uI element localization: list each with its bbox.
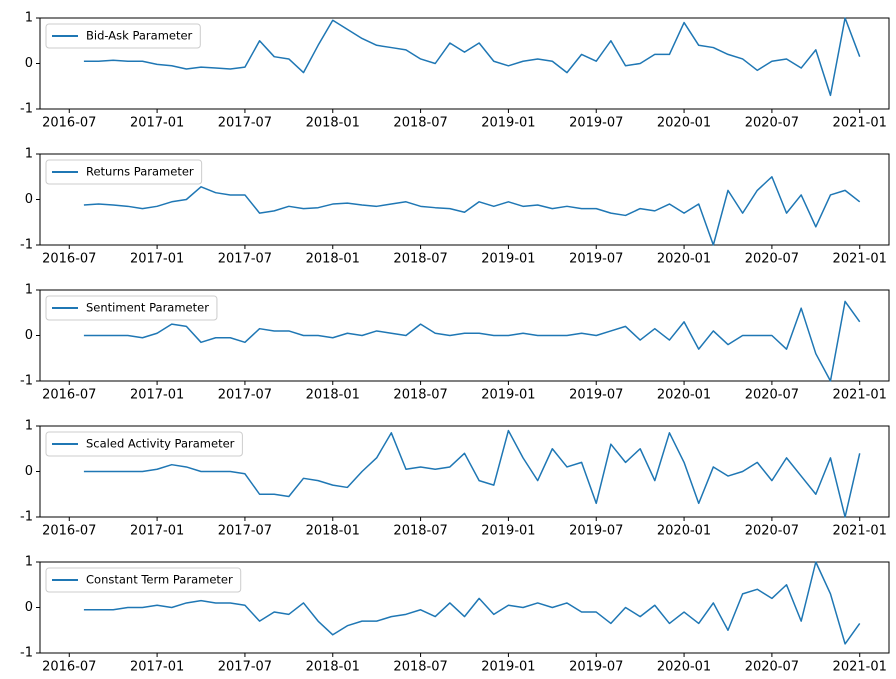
x-tick-label: 2021-01 (833, 660, 887, 675)
y-tick-label: 0 (25, 192, 33, 207)
legend-box (45, 431, 243, 457)
legend-box (45, 159, 203, 185)
x-tick-label: 2019-07 (569, 116, 623, 131)
x-tick-label: 2017-01 (130, 524, 184, 539)
subplot: -1 0 1 2016-07 2017-01 2017-07 2018-01 2018-07 2… (20, 283, 890, 403)
x-tick-label: 2018-01 (306, 524, 360, 539)
x-tick-label: 2018-01 (306, 388, 360, 403)
y-tick-label: 1 (25, 283, 33, 298)
x-tick-label: 2019-07 (569, 388, 623, 403)
data-line (83, 561, 861, 645)
x-tick-label: 2017-01 (130, 660, 184, 675)
legend-label: Returns Parameter (86, 165, 194, 179)
y-tick-label: -1 (20, 510, 33, 525)
data-line (83, 429, 861, 518)
x-tick-label: 2021-01 (833, 524, 887, 539)
x-tick-label: 2018-01 (306, 252, 360, 267)
x-tick-label: 2018-07 (393, 660, 447, 675)
y-tick-label: 1 (25, 419, 33, 434)
x-tick-label: 2017-07 (218, 252, 272, 267)
x-tick-label: 2019-01 (481, 660, 535, 675)
x-tick-label: 2017-07 (218, 388, 272, 403)
y-tick-label: 0 (25, 328, 33, 343)
legend-label: Sentiment Parameter (86, 301, 209, 315)
x-tick-label: 2017-01 (130, 116, 184, 131)
y-tick-label: -1 (20, 646, 33, 661)
x-tick-label: 2018-01 (306, 660, 360, 675)
x-tick-label: 2018-07 (393, 116, 447, 131)
x-tick-label: 2020-01 (657, 524, 711, 539)
legend-box (45, 567, 242, 593)
y-tick-label: 1 (25, 555, 33, 570)
x-tick-label: 2017-01 (130, 252, 184, 267)
legend-label: Scaled Activity Parameter (86, 437, 235, 451)
data-line (83, 176, 861, 246)
y-tick-label: 1 (25, 147, 33, 162)
x-tick-label: 2020-07 (745, 116, 799, 131)
y-tick-label: -1 (20, 238, 33, 253)
x-tick-label: 2018-07 (393, 252, 447, 267)
y-tick-label: -1 (20, 374, 33, 389)
x-tick-label: 2021-01 (833, 116, 887, 131)
x-tick-label: 2019-01 (481, 524, 535, 539)
x-tick-label: 2017-07 (218, 524, 272, 539)
y-tick-label: 0 (25, 56, 33, 71)
x-tick-label: 2019-01 (481, 252, 535, 267)
x-tick-label: 2020-01 (657, 388, 711, 403)
legend-box (45, 295, 218, 321)
x-tick-label: 2021-01 (833, 388, 887, 403)
x-tick-label: 2020-01 (657, 252, 711, 267)
x-tick-label: 2020-01 (657, 660, 711, 675)
legend-label: Bid-Ask Parameter (86, 29, 193, 43)
x-tick-label: 2016-07 (42, 660, 96, 675)
data-line (83, 17, 861, 97)
x-tick-label: 2018-07 (393, 388, 447, 403)
x-tick-label: 2019-07 (569, 660, 623, 675)
x-tick-label: 2019-01 (481, 116, 535, 131)
data-line (83, 300, 861, 382)
x-tick-label: 2019-07 (569, 524, 623, 539)
x-tick-label: 2019-07 (569, 252, 623, 267)
x-tick-label: 2016-07 (42, 388, 96, 403)
y-tick-label: -1 (20, 102, 33, 117)
legend-label: Constant Term Parameter (86, 573, 233, 587)
x-tick-label: 2017-07 (218, 660, 272, 675)
x-tick-label: 2020-01 (657, 116, 711, 131)
subplot: -1 0 1 2016-07 2017-01 2017-07 2018-01 2018-07 2… (20, 555, 890, 675)
legend-box (45, 23, 201, 49)
x-tick-label: 2016-07 (42, 116, 96, 131)
x-tick-label: 2016-07 (42, 524, 96, 539)
x-tick-label: 2016-07 (42, 252, 96, 267)
x-tick-label: 2020-07 (745, 524, 799, 539)
y-tick-label: 1 (25, 11, 33, 26)
x-tick-label: 2020-07 (745, 660, 799, 675)
y-tick-label: 0 (25, 464, 33, 479)
subplot: -1 0 1 2016-07 2017-01 2017-07 2018-01 2018-07 2… (20, 419, 890, 539)
x-tick-label: 2020-07 (745, 252, 799, 267)
x-tick-label: 2021-01 (833, 252, 887, 267)
x-tick-label: 2017-01 (130, 388, 184, 403)
x-tick-label: 2020-07 (745, 388, 799, 403)
x-tick-label: 2019-01 (481, 388, 535, 403)
x-tick-label: 2018-01 (306, 116, 360, 131)
x-tick-label: 2017-07 (218, 116, 272, 131)
y-tick-label: 0 (25, 600, 33, 615)
x-tick-label: 2018-07 (393, 524, 447, 539)
subplot: -1 0 1 2016-07 2017-01 2017-07 2018-01 2018-07 2… (20, 147, 890, 267)
subplot: -1 0 1 2016-07 2017-01 2017-07 2018-01 2018-07 2… (20, 11, 890, 131)
